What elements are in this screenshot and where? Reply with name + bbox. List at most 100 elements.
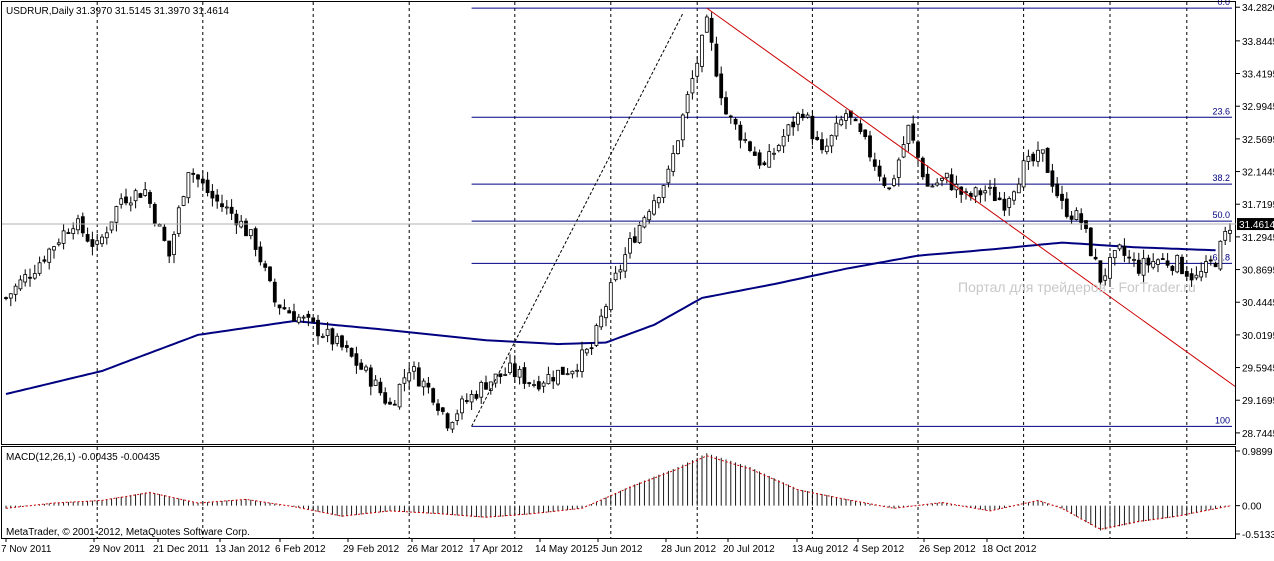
candle-body-102 — [493, 373, 498, 384]
candle-body-248 — [1194, 274, 1199, 279]
candle-body-174 — [839, 119, 844, 126]
x-tick-label-12: 13 Aug 2012 — [792, 544, 849, 555]
candle-body-53 — [258, 246, 263, 263]
candle-body-224 — [1079, 213, 1084, 223]
x-tick-label-15: 18 Oct 2012 — [982, 544, 1037, 555]
candle-body-252 — [1213, 262, 1218, 268]
candle-body-45 — [220, 203, 224, 208]
y-tick-label-11: 29.5945 — [1242, 364, 1274, 375]
candle-body-74 — [359, 362, 364, 370]
candle-body-2 — [13, 285, 18, 295]
macd-signal-line — [5, 455, 1231, 530]
candle-body-181 — [872, 159, 877, 167]
candle-body-84 — [407, 372, 412, 382]
y-tick-label-0: 34.2820 — [1242, 3, 1274, 14]
candle-body-156 — [752, 151, 757, 156]
y-tick-label-6: 31.7195 — [1242, 200, 1274, 211]
candle-body-4 — [23, 274, 28, 283]
candle-body-221 — [1064, 198, 1069, 217]
candle-body-190 — [916, 141, 920, 158]
candle-body-214 — [1031, 153, 1036, 162]
macd-y-tick-label-2: -0.513399 — [1242, 530, 1274, 541]
x-tick-label-8: 14 May 2012 — [535, 544, 593, 555]
candle-body-71 — [344, 345, 349, 348]
candle-body-16 — [80, 216, 85, 234]
candle-body-37 — [181, 196, 186, 206]
macd-histogram: MACD(12,26,1) -0.00435 -0.00435 0.9899 0.0… — [5, 447, 1274, 541]
candle-body-87 — [421, 380, 426, 388]
candle-body-68 — [330, 328, 335, 345]
candle-body-127 — [613, 272, 618, 281]
candle-body-33 — [162, 226, 167, 241]
y-tick-label-2: 33.4195 — [1242, 70, 1274, 81]
candle-body-38 — [186, 172, 191, 199]
candle-body-96 — [464, 400, 469, 402]
candle-body-134 — [647, 211, 652, 221]
candle-body-202 — [973, 187, 978, 197]
candle-body-91 — [440, 407, 445, 412]
candle-body-82 — [397, 383, 402, 408]
candle-body-136 — [656, 197, 661, 204]
candle-body-89 — [431, 388, 436, 403]
candle-body-241 — [1160, 258, 1165, 260]
candle-body-114 — [551, 377, 556, 382]
fib-level-label-2: 38.2 — [1212, 173, 1230, 183]
candle-body-205 — [988, 186, 992, 189]
candle-body-79 — [383, 392, 388, 404]
candle-body-48 — [234, 213, 239, 226]
candle-body-50 — [244, 220, 248, 237]
candle-body-155 — [748, 141, 752, 151]
candle-body-73 — [354, 353, 359, 366]
candle-body-120 — [580, 349, 584, 372]
candle-body-24 — [119, 198, 124, 205]
x-tick-label-0: 7 Nov 2011 — [1, 544, 52, 555]
candle-body-95 — [460, 398, 464, 414]
candle-body-231 — [1112, 250, 1117, 259]
candle-body-32 — [157, 224, 162, 227]
candle-body-175 — [844, 113, 848, 121]
candle-body-186 — [896, 159, 901, 178]
candle-body-222 — [1069, 215, 1074, 220]
candle-body-94 — [455, 413, 460, 421]
candle-body-47 — [229, 206, 234, 214]
candle-body-75 — [364, 366, 368, 371]
candle-body-139 — [671, 153, 676, 172]
trendline-fib-base — [471, 13, 684, 427]
candle-body-40 — [196, 174, 200, 180]
chart-header-ohlc: 31.3970 31.5145 31.3970 31.4614 — [76, 6, 229, 17]
candle-body-234 — [1127, 256, 1132, 259]
candle-body-254 — [1223, 231, 1228, 241]
candle-body-146 — [704, 16, 709, 33]
candle-body-108 — [522, 367, 527, 384]
candle-body-62 — [301, 316, 306, 319]
candle-body-180 — [868, 135, 872, 158]
candle-body-160 — [772, 152, 776, 155]
candle-body-239 — [1151, 261, 1156, 268]
candle-body-253 — [1218, 240, 1223, 270]
x-tick-label-9: 5 Jun 2012 — [593, 544, 643, 555]
candle-body-5 — [28, 276, 32, 279]
macd-panel-frame — [1, 446, 1236, 539]
candle-body-65 — [316, 319, 320, 337]
x-tick-label-1: 29 Nov 2011 — [89, 544, 145, 555]
y-tick-label-7: 31.2945 — [1242, 233, 1274, 244]
candle-body-106 — [512, 363, 517, 378]
candle-body-9 — [47, 248, 52, 263]
candle-body-178 — [858, 123, 863, 132]
candle-body-246 — [1184, 271, 1189, 277]
candle-body-144 — [695, 62, 700, 77]
candle-body-13 — [66, 232, 71, 234]
candle-body-30 — [148, 192, 152, 204]
candle-body-119 — [575, 369, 580, 372]
candle-body-118 — [570, 370, 575, 375]
x-tick-label-5: 29 Feb 2012 — [343, 544, 400, 555]
candle-body-67 — [325, 328, 330, 336]
candle-body-164 — [791, 121, 796, 128]
candle-body-195 — [940, 177, 944, 181]
candle-body-209 — [1007, 198, 1012, 208]
candle-body-159 — [767, 151, 772, 168]
candle-body-99 — [479, 381, 484, 398]
candle-body-63 — [306, 313, 311, 318]
candle-body-122 — [589, 347, 594, 350]
